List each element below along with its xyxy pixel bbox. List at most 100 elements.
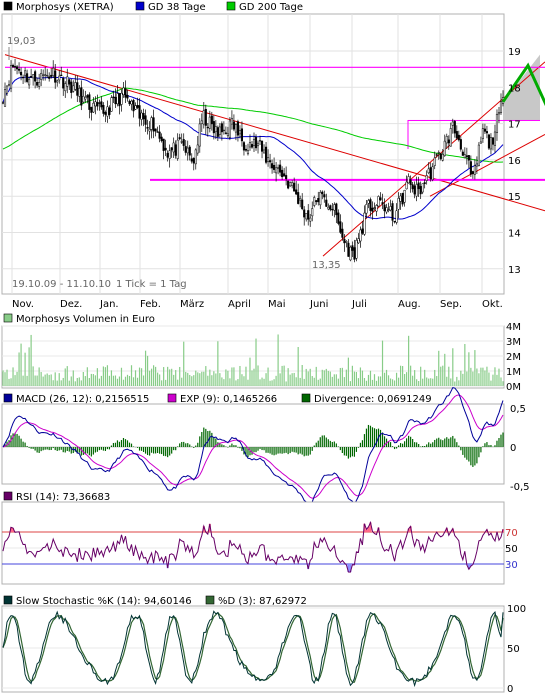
macd-y-tick-label: 0 xyxy=(510,443,516,454)
volume-bar xyxy=(468,352,470,386)
candle-body xyxy=(168,150,171,159)
volume-bar xyxy=(359,367,362,386)
volume-bar xyxy=(301,365,303,386)
candle-body xyxy=(260,140,264,152)
candle-body xyxy=(206,126,209,129)
volume-bar xyxy=(110,370,113,386)
macd-y-tick-label: 0,5 xyxy=(510,404,526,415)
divergence-bar xyxy=(307,447,309,456)
volume-bar xyxy=(261,377,263,386)
volume-bar xyxy=(183,341,185,386)
divergence-bar xyxy=(225,446,227,447)
volume-bar xyxy=(88,377,90,386)
candle-body xyxy=(132,99,135,112)
candle-body xyxy=(317,198,320,203)
divergence-bar xyxy=(10,435,12,447)
volume-bar xyxy=(385,369,388,386)
candle-body xyxy=(180,141,183,143)
volume-bar xyxy=(243,376,245,386)
divergence-bar xyxy=(122,437,125,447)
volume-bar xyxy=(480,367,482,386)
candle-body xyxy=(439,153,442,159)
divergence-bar xyxy=(167,447,169,458)
volume-bar xyxy=(420,366,422,386)
divergence-bar xyxy=(494,445,496,447)
candle-body xyxy=(64,83,67,92)
divergence-bar xyxy=(24,442,26,447)
downtrend-line xyxy=(4,54,545,212)
volume-bar xyxy=(84,376,86,386)
candle-body xyxy=(74,82,77,90)
volume-bar xyxy=(221,377,223,386)
candle-body xyxy=(321,191,324,195)
candle-body xyxy=(365,204,368,214)
volume-bar xyxy=(247,379,249,386)
divergence-bar xyxy=(476,447,478,464)
candle-body xyxy=(164,147,167,151)
candle-body xyxy=(355,240,358,259)
candle-body xyxy=(339,221,342,233)
legend-swatch xyxy=(3,595,13,605)
month-label: März xyxy=(180,299,204,310)
volume-bar xyxy=(492,374,494,386)
volume-bar xyxy=(177,379,179,386)
candle-body xyxy=(78,88,81,97)
volume-bar xyxy=(142,375,145,386)
volume-bar xyxy=(78,377,80,386)
candle-body xyxy=(289,182,292,187)
divergence-bar xyxy=(58,447,60,451)
volume-bar xyxy=(500,377,502,386)
candle-body xyxy=(309,217,312,222)
volume-bar xyxy=(406,372,408,386)
candle-body xyxy=(232,121,235,130)
candle-body xyxy=(58,75,61,81)
divergence-bar xyxy=(221,444,223,447)
volume-bar xyxy=(2,370,4,386)
divergence-bar xyxy=(104,447,107,451)
divergence-bar xyxy=(464,447,466,458)
volume-bar xyxy=(38,367,40,386)
candle-body xyxy=(367,200,370,204)
volume-bar xyxy=(179,366,181,386)
candle-body xyxy=(351,245,354,251)
divergence-bar xyxy=(70,447,72,454)
divergence-bar xyxy=(281,447,283,454)
legend-label: GD 200 Tage xyxy=(239,2,303,13)
divergence-bar xyxy=(271,447,273,455)
divergence-bar xyxy=(488,445,490,447)
candle-body xyxy=(427,168,430,174)
divergence-bar xyxy=(52,447,54,449)
volume-bar xyxy=(251,370,253,386)
volume-bar xyxy=(227,370,229,386)
candle-body xyxy=(166,152,169,158)
candle-body xyxy=(435,154,438,156)
volume-bar xyxy=(450,378,452,386)
candle-body xyxy=(373,207,376,209)
volume-bar xyxy=(215,373,217,386)
volume-bar xyxy=(466,371,468,386)
divergence-bar xyxy=(283,447,285,454)
divergence-bar xyxy=(76,447,78,454)
divergence-bar xyxy=(229,445,231,447)
candle-body xyxy=(20,71,23,76)
price-panel-frame xyxy=(1,13,505,295)
volume-bar xyxy=(20,343,22,386)
volume-y-tick-label: 4M xyxy=(506,322,521,333)
candle-body xyxy=(150,117,153,130)
divergence-bar xyxy=(64,447,66,453)
candle-body xyxy=(301,199,304,210)
volume-bar xyxy=(289,374,291,386)
volume-bar xyxy=(209,369,211,386)
candle-body xyxy=(26,73,29,82)
volume-bar xyxy=(424,369,426,386)
price-y-tick-label: 17 xyxy=(508,120,521,131)
volume-bar xyxy=(161,380,163,386)
candle-body xyxy=(457,134,460,141)
volume-bar xyxy=(245,366,247,386)
divergence-bar xyxy=(438,437,440,447)
divergence-bar xyxy=(414,442,416,447)
volume-bar xyxy=(60,380,62,386)
rsi-y-tick-label: 70 xyxy=(505,528,518,539)
volume-bar xyxy=(440,366,442,386)
divergence-bar xyxy=(62,447,64,453)
